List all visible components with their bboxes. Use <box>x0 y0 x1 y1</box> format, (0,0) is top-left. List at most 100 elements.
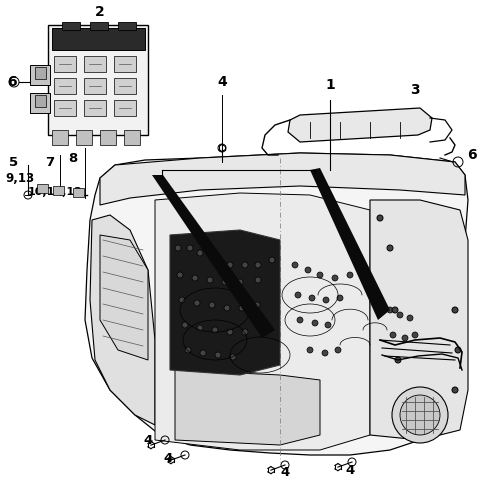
Polygon shape <box>84 78 106 94</box>
Polygon shape <box>90 215 155 425</box>
Circle shape <box>347 272 353 278</box>
Text: 6: 6 <box>467 148 477 162</box>
Polygon shape <box>54 78 76 94</box>
Circle shape <box>239 305 245 311</box>
Polygon shape <box>370 200 468 440</box>
Circle shape <box>395 357 401 363</box>
Circle shape <box>402 335 408 341</box>
Text: 8: 8 <box>68 152 78 164</box>
Circle shape <box>242 262 248 268</box>
Polygon shape <box>30 65 50 85</box>
Polygon shape <box>100 130 116 145</box>
Circle shape <box>255 262 261 268</box>
Circle shape <box>215 352 221 358</box>
Text: 2: 2 <box>95 5 105 19</box>
Polygon shape <box>35 67 46 79</box>
Circle shape <box>452 307 458 313</box>
Circle shape <box>337 295 343 301</box>
Polygon shape <box>84 100 106 116</box>
Polygon shape <box>90 22 108 30</box>
Text: 3: 3 <box>410 83 420 97</box>
Polygon shape <box>114 100 136 116</box>
Circle shape <box>400 395 440 435</box>
FancyBboxPatch shape <box>36 184 48 192</box>
Circle shape <box>322 350 328 356</box>
Circle shape <box>335 347 341 353</box>
Circle shape <box>175 245 181 251</box>
FancyBboxPatch shape <box>52 186 63 194</box>
Circle shape <box>212 327 218 333</box>
Text: 4: 4 <box>217 75 227 89</box>
Polygon shape <box>52 28 145 50</box>
Polygon shape <box>54 100 76 116</box>
Polygon shape <box>114 78 136 94</box>
Polygon shape <box>62 22 80 30</box>
Circle shape <box>187 245 193 251</box>
Circle shape <box>297 317 303 323</box>
FancyBboxPatch shape <box>72 188 84 196</box>
Circle shape <box>212 257 218 263</box>
Circle shape <box>452 387 458 393</box>
Circle shape <box>182 322 188 328</box>
Polygon shape <box>85 153 468 455</box>
Circle shape <box>177 272 183 278</box>
Polygon shape <box>54 56 76 72</box>
Polygon shape <box>118 22 136 30</box>
Circle shape <box>317 272 323 278</box>
Polygon shape <box>310 168 390 320</box>
Circle shape <box>309 295 315 301</box>
Circle shape <box>295 292 301 298</box>
Polygon shape <box>52 130 68 145</box>
Circle shape <box>292 262 298 268</box>
Circle shape <box>323 297 329 303</box>
Polygon shape <box>170 230 280 375</box>
Text: 4: 4 <box>144 434 153 446</box>
Circle shape <box>200 350 206 356</box>
Text: 4: 4 <box>346 464 355 476</box>
Circle shape <box>407 315 413 321</box>
Circle shape <box>377 215 383 221</box>
Text: 4: 4 <box>163 452 173 464</box>
Circle shape <box>397 312 403 318</box>
Circle shape <box>227 262 233 268</box>
Polygon shape <box>175 370 320 445</box>
Polygon shape <box>114 56 136 72</box>
Text: 9,13: 9,13 <box>5 172 35 184</box>
Circle shape <box>230 354 236 360</box>
Circle shape <box>197 250 203 256</box>
Circle shape <box>179 297 185 303</box>
Circle shape <box>412 332 418 338</box>
Text: 7: 7 <box>46 156 55 168</box>
Circle shape <box>242 329 248 335</box>
Polygon shape <box>288 108 432 142</box>
Circle shape <box>392 307 398 313</box>
Circle shape <box>192 275 198 281</box>
Circle shape <box>227 329 233 335</box>
Circle shape <box>312 320 318 326</box>
Circle shape <box>237 279 243 285</box>
Polygon shape <box>100 235 148 360</box>
Circle shape <box>209 302 215 308</box>
Circle shape <box>390 332 396 338</box>
Circle shape <box>387 245 393 251</box>
Circle shape <box>197 325 203 331</box>
Circle shape <box>194 300 200 306</box>
Circle shape <box>325 322 331 328</box>
Circle shape <box>222 279 228 285</box>
Circle shape <box>224 305 230 311</box>
Circle shape <box>387 307 393 313</box>
Circle shape <box>392 387 448 443</box>
Circle shape <box>255 277 261 283</box>
Text: 5: 5 <box>10 156 19 168</box>
Polygon shape <box>35 95 46 107</box>
Polygon shape <box>124 130 140 145</box>
Polygon shape <box>48 25 148 135</box>
Circle shape <box>207 277 213 283</box>
Text: 10,11,12: 10,11,12 <box>27 187 83 197</box>
Polygon shape <box>155 193 370 450</box>
Polygon shape <box>30 93 50 113</box>
Circle shape <box>305 267 311 273</box>
Polygon shape <box>76 130 92 145</box>
Polygon shape <box>152 175 275 338</box>
Polygon shape <box>100 153 465 205</box>
